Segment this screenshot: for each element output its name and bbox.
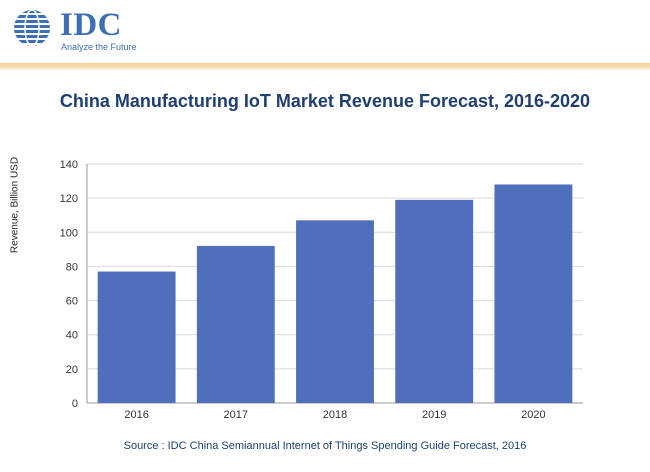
x-tick-label: 2016 xyxy=(124,409,148,421)
header-divider xyxy=(0,63,650,71)
chart-title: China Manufacturing IoT Market Revenue F… xyxy=(59,91,591,111)
brand-name: IDC xyxy=(60,7,123,43)
idc-logo[interactable]: IDC Analyze the Future xyxy=(10,6,150,56)
bar-2016 xyxy=(97,271,176,403)
y-tick-labels: 0 20 40 60 80 100 120 140 xyxy=(60,159,78,410)
y-tick-label: 140 xyxy=(60,159,78,171)
x-tick-label: 2018 xyxy=(323,409,347,421)
y-tick-label: 20 xyxy=(66,364,78,376)
y-tick-label: 40 xyxy=(66,330,78,342)
y-tick-label: 100 xyxy=(60,227,78,239)
y-tick-label: 0 xyxy=(72,398,78,410)
x-tick-label: 2019 xyxy=(422,409,446,421)
globe-icon xyxy=(14,10,50,46)
y-tick-label: 80 xyxy=(66,261,78,273)
bar-2017 xyxy=(196,245,275,403)
bar-2019 xyxy=(395,199,474,403)
bar-2018 xyxy=(296,220,374,403)
x-tick-label: 2020 xyxy=(521,409,545,421)
header: IDC Analyze the Future xyxy=(0,0,650,62)
bars xyxy=(97,184,573,403)
x-tick-labels: 2016 2017 2018 2019 2020 xyxy=(124,409,545,421)
x-tick-label: 2017 xyxy=(224,409,248,421)
bar-2020 xyxy=(494,184,573,403)
y-tick-label: 120 xyxy=(60,193,78,205)
source-note: Source : IDC China Semiannual Internet o… xyxy=(123,440,527,452)
brand-tagline: Analyze the Future xyxy=(61,42,137,52)
y-tick-label: 60 xyxy=(66,296,78,308)
